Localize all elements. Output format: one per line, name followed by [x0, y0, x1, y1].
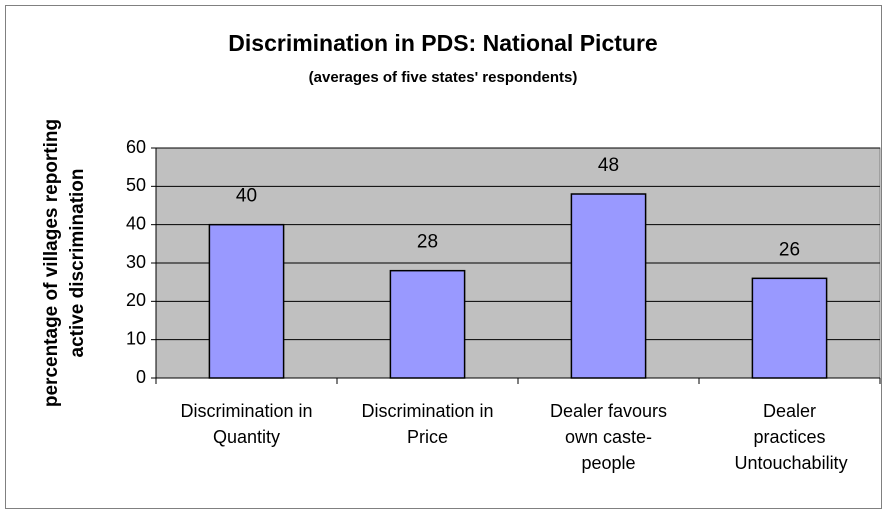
- data-label: 26: [779, 239, 800, 260]
- x-tick-label: Dealer practices Untouchability: [734, 401, 848, 473]
- y-tick-label: 0: [136, 367, 146, 387]
- x-tick-label: Discrimination in Quantity: [180, 401, 313, 447]
- data-label: 48: [598, 155, 619, 176]
- data-label: 40: [236, 186, 257, 207]
- bar: [751, 277, 828, 379]
- x-tick-label: Discrimination in Price: [361, 401, 494, 447]
- y-axis-title-line: percentage of villages reporting: [41, 119, 62, 407]
- y-tick-label: 30: [126, 252, 146, 272]
- y-tick-label: 20: [126, 290, 146, 310]
- y-tick-label: 10: [126, 328, 146, 348]
- data-label: 28: [417, 232, 438, 253]
- y-axis-title: percentage of villages reporting active …: [41, 119, 88, 407]
- bar: [570, 193, 647, 379]
- y-tick-label: 50: [126, 175, 146, 195]
- chart-title: Discrimination in PDS: National Picture: [228, 30, 657, 56]
- x-tick-label: Dealer favours own caste-people: [549, 401, 668, 473]
- bar: [208, 223, 285, 379]
- y-axis-title-line: active discrimination: [67, 168, 88, 357]
- bar: [389, 269, 466, 379]
- y-tick-label: 40: [126, 213, 146, 233]
- y-tick-label: 60: [126, 137, 146, 157]
- chart-subtitle: (averages of five states' respondents): [309, 69, 578, 86]
